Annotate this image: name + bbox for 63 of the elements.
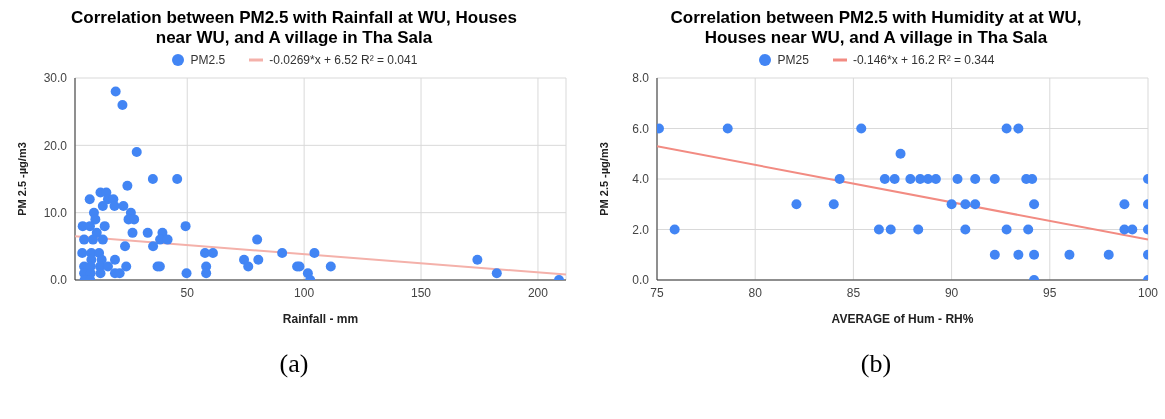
point xyxy=(669,224,680,235)
point xyxy=(989,249,1000,260)
x-tick-label: 80 xyxy=(748,285,763,300)
x-tick-label: 85 xyxy=(846,285,861,300)
point xyxy=(970,174,981,184)
x-tick-label: 200 xyxy=(527,285,549,300)
x-tick-label: 50 xyxy=(180,285,195,300)
point xyxy=(856,123,867,134)
point xyxy=(1013,123,1024,134)
point xyxy=(889,174,900,184)
x-tick-label: 75 xyxy=(650,285,664,300)
point xyxy=(913,224,924,235)
y-tick-label: 20.0 xyxy=(43,138,68,153)
point xyxy=(970,199,981,210)
point xyxy=(722,123,733,134)
chart-title: Correlation between PM2.5 with Humidity at at WU, Houses near WU, and A village in Tha Sala xyxy=(669,8,1083,49)
point xyxy=(1064,249,1075,260)
x-axis-title: AVERAGE of Hum - RH% xyxy=(831,312,974,326)
chart-title: Correlation between PM2.5 with Rainfall at WU, Houses near WU, and A village in Tha Sala xyxy=(70,8,518,49)
legend-label: PM2.5 xyxy=(190,53,226,67)
y-tick-label: 30.0 xyxy=(43,71,68,86)
x-tick-label: 90 xyxy=(944,285,959,300)
text: (b) xyxy=(859,349,893,379)
y-axis-title: PM 2.5 -µg/m3 xyxy=(597,142,610,216)
point xyxy=(885,224,896,235)
x-tick-label: 100 xyxy=(294,285,315,300)
point xyxy=(1029,199,1040,210)
point xyxy=(946,199,957,210)
point xyxy=(989,174,1000,184)
point xyxy=(873,224,884,235)
point xyxy=(1013,249,1024,260)
x-tick-label: 100 xyxy=(1137,285,1159,300)
point xyxy=(1127,224,1138,235)
y-tick-label: 0.0 xyxy=(632,273,650,288)
point xyxy=(1119,199,1130,210)
point xyxy=(952,174,963,184)
point xyxy=(1103,249,1114,260)
legend-label: -0.146*x + 16.2 R² = 0.344 xyxy=(852,53,995,67)
point xyxy=(960,224,971,235)
point xyxy=(879,174,890,184)
y-tick-label: 2.0 xyxy=(632,222,650,237)
y-tick-label: 0.0 xyxy=(50,273,68,288)
y-tick-label: 10.0 xyxy=(43,205,68,220)
point xyxy=(1029,249,1040,260)
point xyxy=(791,199,802,210)
point xyxy=(828,199,839,210)
legend-label: PM25 xyxy=(777,53,809,67)
point xyxy=(834,174,845,184)
point xyxy=(895,148,906,159)
legend-label: -0.0269*x + 6.52 R² = 0.041 xyxy=(269,53,418,67)
y-tick-label: 8.0 xyxy=(632,71,650,86)
text: (a) xyxy=(278,349,310,379)
y-tick-label: 6.0 xyxy=(632,121,650,136)
point xyxy=(1001,123,1012,134)
point xyxy=(960,199,971,210)
x-tick-label: 95 xyxy=(1043,285,1057,300)
x-tick-label: 150 xyxy=(411,285,432,300)
point xyxy=(905,174,916,184)
point xyxy=(1001,224,1012,235)
point xyxy=(1023,224,1034,235)
y-axis-title: PM 2.5 -µg/m3 xyxy=(15,142,28,216)
y-tick-label: 4.0 xyxy=(632,172,650,187)
x-axis-title: Rainfall - mm xyxy=(282,312,359,326)
